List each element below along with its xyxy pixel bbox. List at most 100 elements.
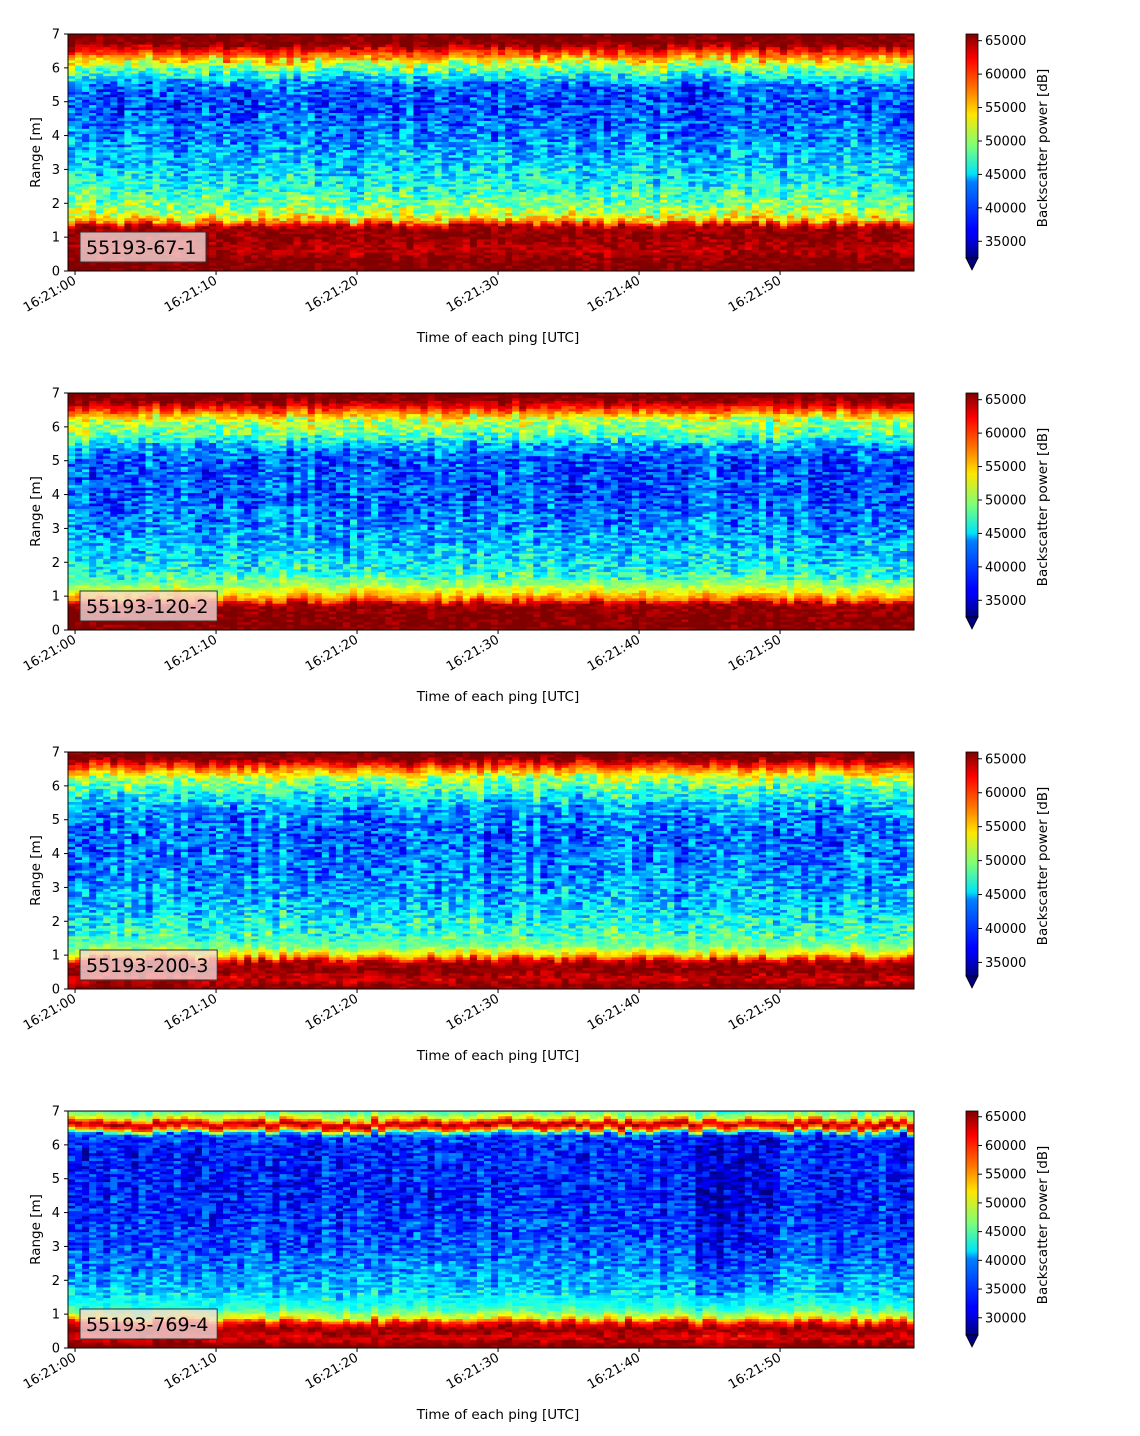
colorbar-tick-label: 50000: [985, 493, 1026, 508]
y-tick-label: 0: [52, 624, 60, 639]
x-tick-label: 16:21:20: [303, 991, 361, 1033]
colorbar-label: Backscatter power [dB]: [1035, 1146, 1051, 1305]
colorbar-tick-label: 45000: [985, 888, 1026, 903]
y-tick-label: 5: [52, 95, 60, 110]
x-tick-label: 16:21:50: [726, 632, 784, 674]
x-axis-label: Time of each ping [UTC]: [416, 1407, 580, 1423]
x-axis-label: Time of each ping [UTC]: [416, 689, 580, 705]
x-tick-label: 16:21:20: [303, 273, 361, 315]
x-tick-label: 16:21:00: [21, 632, 79, 674]
colorbar-label: Backscatter power [dB]: [1035, 428, 1051, 587]
x-tick-label: 16:21:20: [303, 632, 361, 674]
x-tick-label: 16:21:10: [162, 632, 220, 674]
colorbar-gradient: [966, 752, 978, 976]
colorbar-tick-label: 55000: [985, 460, 1026, 475]
colorbar-tick-label: 65000: [985, 752, 1026, 767]
colorbar-extend-min: [966, 1335, 978, 1347]
colorbar-tick-label: 30000: [985, 1311, 1026, 1326]
x-tick-label: 16:21:00: [21, 273, 79, 315]
y-tick-label: 3: [52, 522, 60, 537]
colorbar-extend-min: [966, 976, 978, 988]
x-tick-label: 16:21:30: [444, 632, 502, 674]
y-tick-label: 0: [52, 983, 60, 998]
x-tick-label: 16:21:00: [21, 991, 79, 1033]
panel-label: 55193-120-2: [80, 591, 217, 621]
panel-label: 55193-769-4: [80, 1309, 217, 1339]
y-tick-label: 3: [52, 1240, 60, 1255]
panel-label-text: 55193-67-1: [86, 237, 196, 259]
panel-label: 55193-67-1: [80, 232, 206, 262]
y-tick-label: 7: [52, 746, 60, 761]
colorbar-tick-label: 60000: [985, 1139, 1026, 1154]
colorbar-tick-label: 65000: [985, 1110, 1026, 1125]
y-axis-label: Range [m]: [28, 835, 44, 906]
y-tick-label: 0: [52, 265, 60, 280]
x-tick-label: 16:21:20: [303, 1350, 361, 1392]
colorbar-tick-label: 55000: [985, 820, 1026, 835]
colorbar-tick-label: 50000: [985, 1196, 1026, 1211]
colorbar-tick-label: 35000: [985, 1283, 1026, 1298]
colorbar-tick-label: 50000: [985, 134, 1026, 149]
colorbar-tick-label: 55000: [985, 101, 1026, 116]
colorbar-tick-label: 65000: [985, 34, 1026, 49]
y-tick-label: 2: [52, 1274, 60, 1289]
y-tick-label: 2: [52, 197, 60, 212]
colorbar: 35000 40000 45000 50000 55000 60000 65000 Backs…: [966, 752, 1051, 988]
colorbar-tick-label: 60000: [985, 427, 1026, 442]
colorbar-extend-min: [966, 617, 978, 629]
colorbar-tick-label: 60000: [985, 786, 1026, 801]
colorbar-tick-label: 40000: [985, 1254, 1026, 1269]
x-tick-label: 16:21:10: [162, 1350, 220, 1392]
y-tick-label: 6: [52, 61, 60, 76]
colorbar-tick-label: 35000: [985, 956, 1026, 971]
y-tick-label: 1: [52, 1308, 60, 1323]
x-tick-label: 16:21:30: [444, 273, 502, 315]
x-tick-label: 16:21:30: [444, 1350, 502, 1392]
colorbar-label: Backscatter power [dB]: [1035, 787, 1051, 946]
colorbar-tick-label: 35000: [985, 235, 1026, 250]
x-tick-label: 16:21:40: [585, 991, 643, 1033]
colorbar: 35000400004500050000550006000065000Backs…: [966, 34, 1051, 270]
y-tick-label: 1: [52, 231, 60, 246]
x-tick-label: 16:21:50: [726, 273, 784, 315]
colorbar-tick-label: 35000: [985, 594, 1026, 609]
y-tick-label: 4: [52, 488, 60, 503]
x-tick-label: 16:21:40: [585, 632, 643, 674]
y-tick-label: 3: [52, 163, 60, 178]
y-tick-label: 6: [52, 1138, 60, 1153]
x-tick-label: 16:21:00: [21, 1350, 79, 1392]
y-tick-label: 7: [52, 387, 60, 402]
y-tick-label: 5: [52, 813, 60, 828]
colorbar-tick-label: 60000: [985, 68, 1026, 83]
y-tick-label: 4: [52, 129, 60, 144]
x-axis-label: Time of each ping [UTC]: [416, 330, 580, 346]
x-tick-label: 16:21:30: [444, 991, 502, 1033]
y-axis-label: Range [m]: [28, 117, 44, 188]
colorbar-tick-label: 50000: [985, 854, 1026, 869]
y-tick-label: 7: [52, 28, 60, 43]
colorbar-extend-min: [966, 258, 978, 270]
y-tick-label: 0: [52, 1342, 60, 1357]
y-tick-label: 4: [52, 847, 60, 862]
colorbar-label: Backscatter power [dB]: [1035, 69, 1051, 228]
colorbar: 3000035000400004500050000550006000065000…: [966, 1110, 1051, 1347]
colorbar-tick-label: 45000: [985, 168, 1026, 183]
colorbar-tick-label: 40000: [985, 922, 1026, 937]
y-axis-label: Range [m]: [28, 1194, 44, 1265]
y-tick-label: 1: [52, 590, 60, 605]
y-tick-label: 2: [52, 556, 60, 571]
y-tick-label: 2: [52, 915, 60, 930]
y-tick-label: 1: [52, 949, 60, 964]
x-tick-label: 16:21:50: [726, 1350, 784, 1392]
x-tick-label: 16:21:50: [726, 991, 784, 1033]
panel-label: 55193-200-3: [80, 950, 217, 980]
colorbar-gradient: [966, 1111, 978, 1335]
panel-label-text: 55193-769-4: [86, 1314, 209, 1336]
x-tick-label: 16:21:10: [162, 991, 220, 1033]
colorbar-tick-label: 40000: [985, 560, 1026, 575]
panel-label-text: 55193-200-3: [86, 955, 209, 977]
